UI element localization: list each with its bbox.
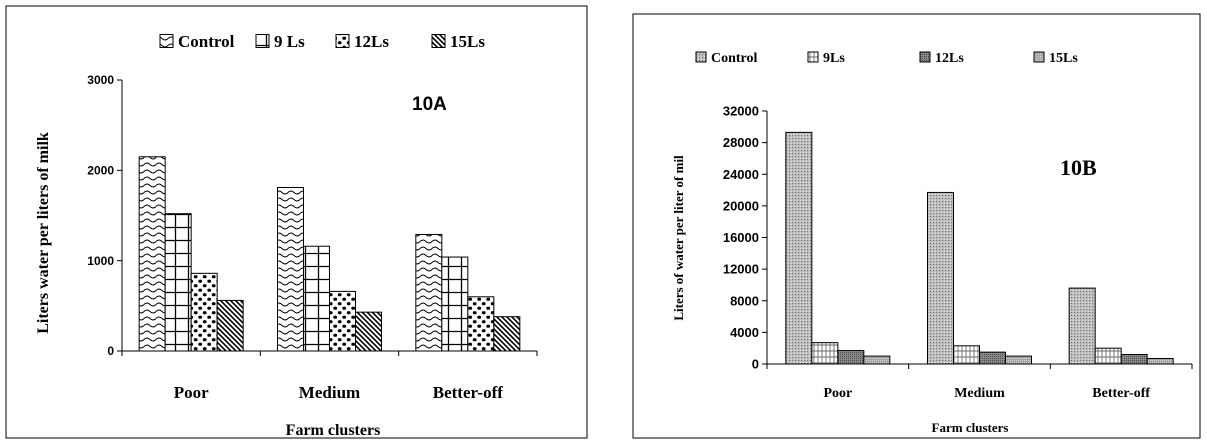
x-axis-title: Farm clusters <box>286 422 381 439</box>
bar-15ls-poor <box>863 355 891 365</box>
bar-15ls-better-off <box>493 316 521 352</box>
y-axis-title: Liters of water per liter of mil <box>671 155 686 321</box>
bar-9ls-medium <box>953 345 980 365</box>
y-tick-label: 2000 <box>87 164 114 178</box>
bar-12ls-better-off <box>1120 354 1148 365</box>
panel-frame <box>632 13 1201 439</box>
legend-label-15ls: 15Ls <box>450 32 485 51</box>
bar-9-ls-better-off <box>441 256 469 352</box>
bar-control-poor <box>138 156 166 352</box>
legend-label-12ls: 12Ls <box>935 51 964 66</box>
chart-panel-10a: Control 9 Ls 12Ls 15Ls Liters water per lit… <box>5 5 588 439</box>
bar-control-medium <box>277 186 304 352</box>
x-axis-title: Farm clusters <box>932 420 1009 435</box>
bar-9-ls-poor <box>164 213 192 352</box>
bar-15ls-better-off <box>1146 357 1174 365</box>
bar-12ls-medium <box>329 290 356 352</box>
chart-panel-10b: Control 9Ls 12Ls 15Ls Liters of water per l… <box>632 13 1201 439</box>
legend-swatch-control <box>159 34 174 48</box>
x-tick-label: Poor <box>823 386 852 401</box>
legend-swatch-12ls <box>335 34 350 48</box>
y-tick-label: 20000 <box>723 198 759 213</box>
legend-label-control: Control <box>178 32 235 51</box>
legend-swatch-15ls <box>1033 51 1045 63</box>
bar-control-poor <box>785 131 813 365</box>
y-tick-label: 0 <box>752 357 759 372</box>
bar-9ls-better-off <box>1094 347 1122 365</box>
bars <box>138 156 521 352</box>
legend-swatch-control <box>695 51 707 63</box>
y-tick-label: 3000 <box>87 73 114 87</box>
legend-label-15ls: 15Ls <box>1049 51 1078 66</box>
y-axis-title: Liters water per liters of milk <box>35 132 52 334</box>
bar-9ls-poor <box>811 342 839 365</box>
y-tick-label: 8000 <box>730 293 759 308</box>
x-tick-label: Medium <box>299 383 360 402</box>
bar-12ls-poor <box>190 272 218 352</box>
x-tick-label: Better-off <box>1092 386 1150 401</box>
legend: Control 9Ls 12Ls 15Ls <box>695 51 1078 66</box>
panel-label: 10B <box>1060 155 1097 180</box>
y-tick-label: 32000 <box>723 104 759 119</box>
bar-15ls-medium <box>1005 355 1032 365</box>
bar-12ls-poor <box>837 350 865 365</box>
y-tick-label: 28000 <box>723 135 759 150</box>
x-tick-label: Medium <box>954 386 1005 401</box>
bar-15ls-poor <box>216 299 244 352</box>
x-axis: Poor Medium Better-off <box>766 363 1193 401</box>
bar-control-better-off <box>1068 287 1096 365</box>
legend-swatch-9ls <box>807 51 819 63</box>
y-axis: 0 1000 2000 3000 <box>87 73 123 358</box>
y-tick-label: 16000 <box>723 230 759 245</box>
legend-swatch-15ls <box>431 34 446 48</box>
bar-15ls-medium <box>355 311 382 352</box>
y-axis: 0 4000 8000 12000 16000 20000 24000 28000 32000 <box>723 104 768 372</box>
legend-label-control: Control <box>711 51 758 66</box>
y-tick-label: 1000 <box>87 254 114 268</box>
y-tick-label: 4000 <box>730 325 759 340</box>
x-tick-label: Better-off <box>433 383 503 402</box>
bar-control-medium <box>927 191 954 365</box>
bar-12ls-better-off <box>467 296 495 352</box>
legend: Control 9 Ls 12Ls 15Ls <box>159 32 485 51</box>
legend-label-9-ls: 9 Ls <box>274 32 305 51</box>
y-tick-label: 24000 <box>723 167 759 182</box>
bar-12ls-medium <box>979 351 1006 365</box>
panel-label: 10A <box>412 94 447 115</box>
legend-swatch-12ls <box>919 51 931 63</box>
y-tick-label: 12000 <box>723 262 759 277</box>
y-tick-label: 0 <box>107 344 114 358</box>
bar-9-ls-medium <box>303 245 330 352</box>
x-axis: Poor Medium Better-off <box>121 350 538 402</box>
legend-swatch-9-ls <box>255 34 270 48</box>
legend-label-9ls: 9Ls <box>823 51 845 66</box>
legend-label-12ls: 12Ls <box>354 32 389 51</box>
bar-control-better-off <box>415 233 443 352</box>
x-tick-label: Poor <box>174 383 209 402</box>
